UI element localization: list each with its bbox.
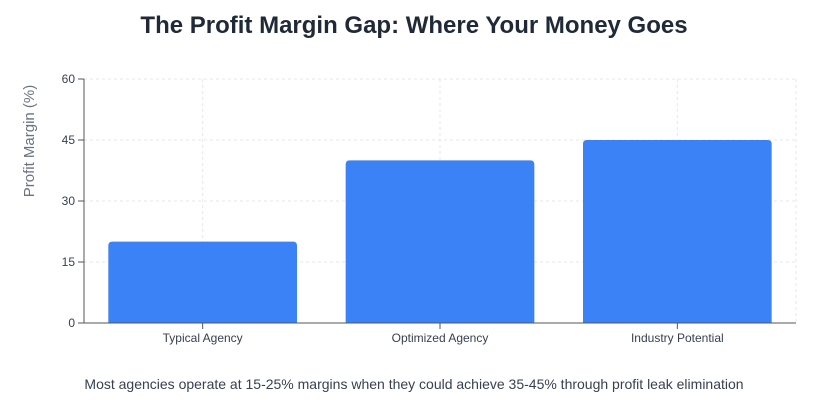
x-tick-label: Optimized Agency (392, 331, 489, 345)
y-tick-labels: 0 15 30 45 60 (62, 72, 84, 330)
bar-typical-agency[interactable] (108, 241, 298, 323)
y-tick-label: 0 (68, 316, 75, 330)
y-tick-label: 45 (62, 133, 76, 147)
chart-title: The Profit Margin Gap: Where Your Money … (140, 12, 688, 39)
chart-caption: Most agencies operate at 15-25% margins … (84, 376, 744, 392)
x-tick-label: Typical Agency (163, 331, 243, 345)
bar-optimized-agency[interactable] (345, 160, 535, 323)
y-tick-label: 15 (62, 255, 76, 269)
y-tick-label: 60 (62, 72, 76, 86)
y-tick-label: 30 (62, 194, 76, 208)
x-tick-labels: Typical Agency Optimized Agency Industry P… (163, 323, 724, 345)
y-axis-label: Profit Margin (%) (21, 85, 38, 198)
bars (108, 140, 772, 323)
x-tick-label: Industry Potential (631, 331, 724, 345)
bar-industry-potential[interactable] (582, 140, 772, 323)
